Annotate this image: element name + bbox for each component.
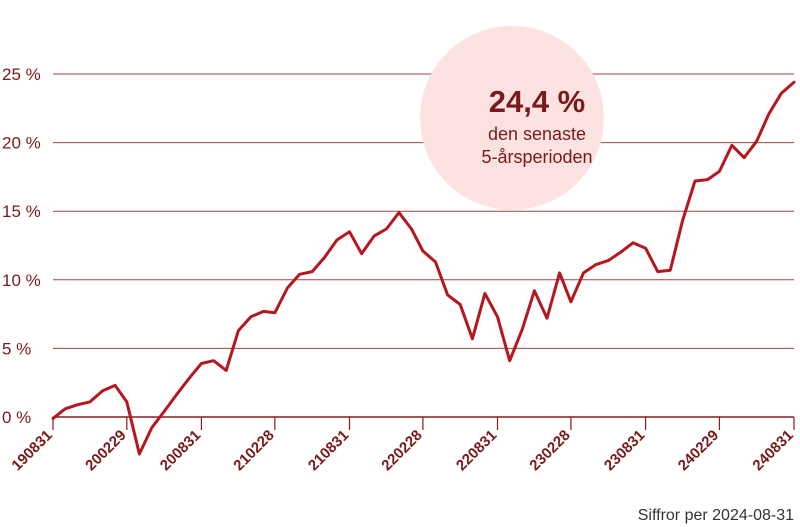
y-tick-label: 10 % bbox=[2, 271, 41, 290]
x-axis-labels: 190831 200229 200831 210228 210831 220228 2208… bbox=[8, 427, 796, 474]
x-tick-label: 240229 bbox=[675, 427, 722, 474]
y-tick-label: 5 % bbox=[2, 339, 31, 358]
x-tick-label: 200229 bbox=[82, 427, 129, 474]
y-tick-label: 25 % bbox=[2, 65, 41, 84]
x-tick-label: 220228 bbox=[378, 427, 425, 474]
x-tick-label: 230228 bbox=[526, 427, 573, 474]
x-tick-label: 210831 bbox=[305, 427, 352, 474]
y-tick-label: 20 % bbox=[2, 134, 41, 153]
x-tick-label: 190831 bbox=[8, 427, 55, 474]
callout-circle bbox=[420, 26, 604, 210]
x-tick-label: 240831 bbox=[749, 427, 796, 474]
x-axis-ticks bbox=[52, 417, 795, 430]
callout-value: 24,4 % bbox=[489, 84, 586, 119]
y-tick-label: 15 % bbox=[2, 202, 41, 221]
x-tick-label: 200831 bbox=[157, 427, 204, 474]
x-tick-label: 210228 bbox=[230, 427, 277, 474]
x-tick-label: 220831 bbox=[453, 427, 500, 474]
footer-note: Siffror per 2024-08-31 bbox=[638, 507, 794, 524]
callout-line-1: den senaste bbox=[488, 124, 586, 144]
series-group bbox=[51, 80, 796, 456]
x-tick-label: 230831 bbox=[601, 427, 648, 474]
y-tick-label: 0 % bbox=[2, 408, 31, 427]
callout-line-2: 5-årsperioden bbox=[481, 147, 592, 167]
y-axis-labels: 0 % 5 % 10 % 15 % 20 % 25 % bbox=[2, 65, 41, 427]
series-line bbox=[51, 80, 796, 456]
